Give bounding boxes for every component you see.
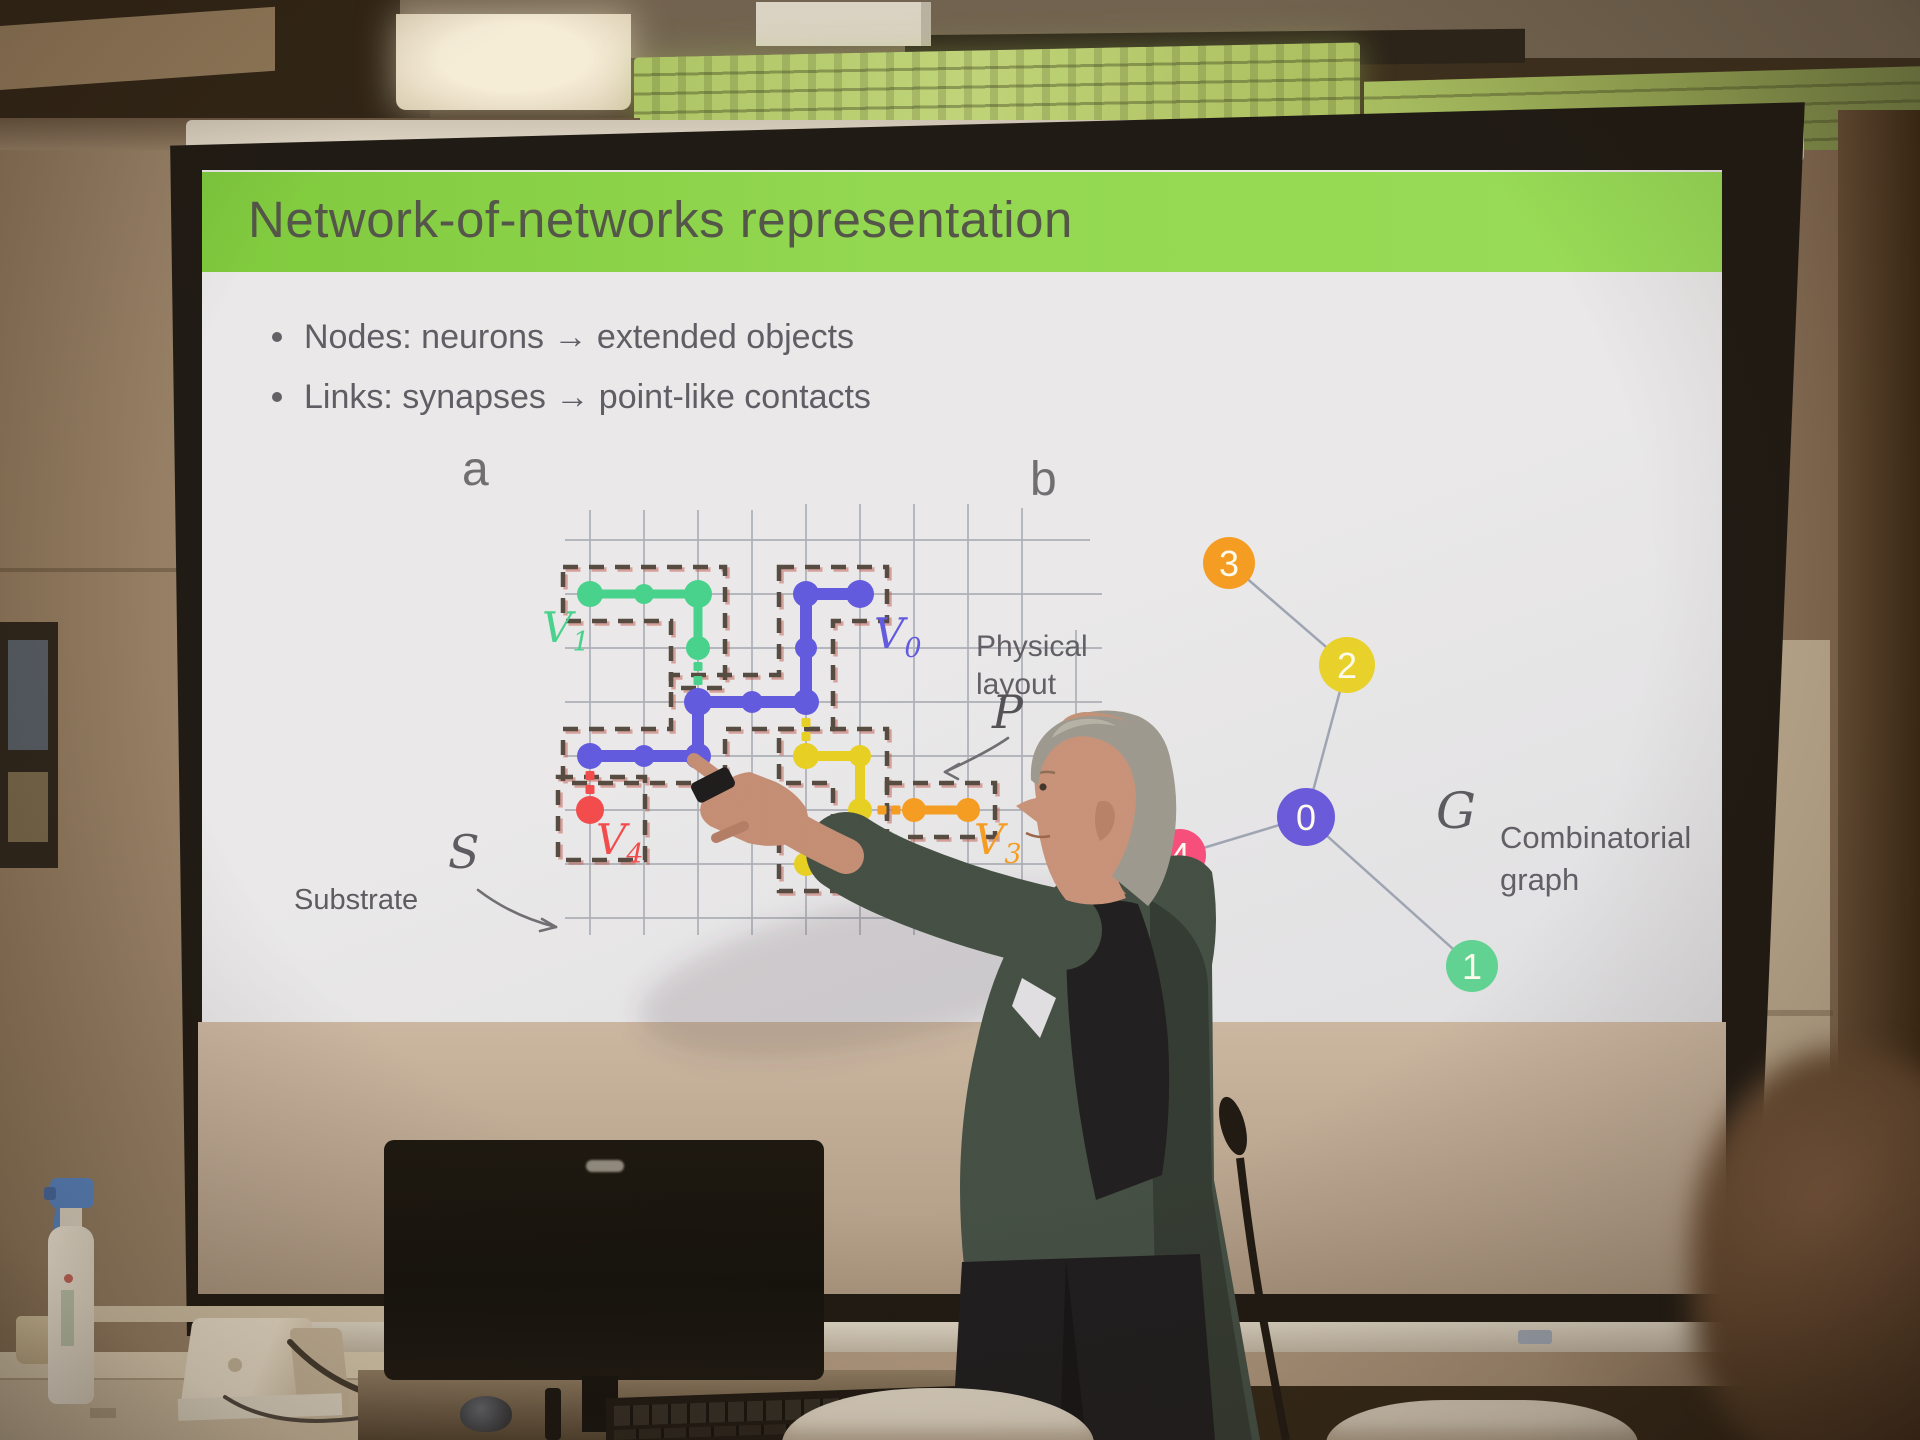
mic-head: [1219, 1096, 1247, 1156]
presenter-eye: [1039, 783, 1047, 791]
presenter: [639, 710, 1260, 1440]
